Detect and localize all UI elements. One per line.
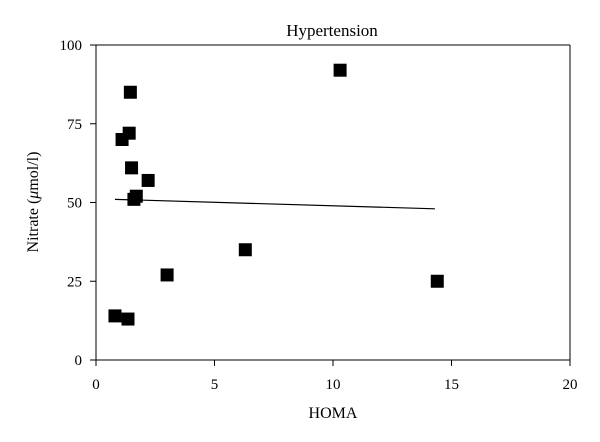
y-tick-label: 100 xyxy=(60,38,83,54)
x-tick-label: 10 xyxy=(326,377,341,393)
chart-title: Hypertension xyxy=(286,21,378,40)
y-tick-label: 50 xyxy=(67,196,82,212)
regression-line xyxy=(114,198,435,210)
data-point xyxy=(141,173,155,187)
data-point xyxy=(430,274,444,288)
data-point xyxy=(129,189,143,203)
y-axis-label-symbol: μ xyxy=(25,191,42,200)
x-axis-ticks: 0 5 10 15 20 xyxy=(92,360,578,393)
data-point xyxy=(160,268,174,282)
data-point xyxy=(121,312,135,326)
trendline-group xyxy=(114,198,435,210)
y-tick-label: 25 xyxy=(67,274,82,290)
x-tick-label: 20 xyxy=(563,377,578,393)
y-axis-label-suffix: mol/l) xyxy=(25,152,42,191)
data-point xyxy=(125,161,139,175)
data-point xyxy=(108,309,122,323)
y-axis-label: Nitrate (μmol/l) xyxy=(25,152,42,253)
x-tick-label: 0 xyxy=(92,377,100,393)
x-axis-label: HOMA xyxy=(309,405,358,422)
data-point xyxy=(238,243,252,257)
y-axis-label-prefix: Nitrate ( xyxy=(25,199,42,253)
plot-frame xyxy=(95,44,571,361)
y-axis-ticks: 0 25 50 75 100 xyxy=(60,38,96,369)
data-point xyxy=(123,85,137,99)
y-tick-label: 75 xyxy=(67,117,82,133)
data-point xyxy=(333,63,347,77)
y-tick-label: 0 xyxy=(75,353,83,369)
data-point xyxy=(122,126,136,140)
data-points xyxy=(108,63,444,326)
x-tick-label: 15 xyxy=(444,377,459,393)
x-tick-label: 5 xyxy=(211,377,219,393)
